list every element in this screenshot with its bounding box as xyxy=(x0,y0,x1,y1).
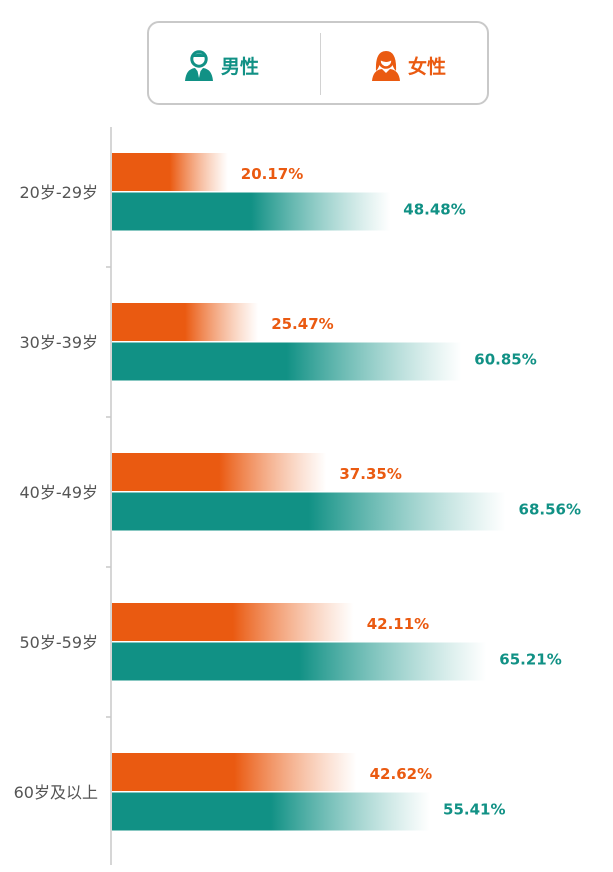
data-label-male: 68.56% xyxy=(519,501,581,519)
data-label-female: 42.62% xyxy=(370,765,432,783)
legend-label-female: 女性 xyxy=(408,55,447,78)
bar-female xyxy=(112,753,357,791)
data-label-male: 48.48% xyxy=(403,201,465,219)
data-label-male: 65.21% xyxy=(499,651,561,669)
bar-male xyxy=(112,342,462,381)
data-label-male: 60.85% xyxy=(474,351,536,369)
bar-male xyxy=(112,492,506,531)
category-label: 60岁及以上 xyxy=(14,783,98,802)
data-label-female: 42.11% xyxy=(367,615,429,633)
bar-female xyxy=(112,303,259,341)
bar-female xyxy=(112,603,354,641)
data-label-female: 20.17% xyxy=(241,165,303,183)
female-user-icon xyxy=(372,51,400,81)
legend-item-male[interactable]: 男性 xyxy=(181,45,259,85)
legend-divider xyxy=(320,33,321,95)
category-label: 50岁-59岁 xyxy=(20,633,99,652)
category-label: 20岁-29岁 xyxy=(20,183,99,202)
category-label: 30岁-39岁 xyxy=(20,333,99,352)
bar-male xyxy=(112,192,391,231)
bar-male xyxy=(112,792,431,831)
data-label-female: 37.35% xyxy=(339,465,401,483)
data-label-male: 55.41% xyxy=(443,801,505,819)
male-user-icon xyxy=(185,50,213,81)
legend-item-female[interactable]: 女性 xyxy=(368,45,446,85)
bar-male xyxy=(112,642,487,681)
category-label: 40岁-49岁 xyxy=(20,483,99,502)
legend-label-male: 男性 xyxy=(221,55,260,78)
legend: 男性 女性 xyxy=(147,21,489,105)
bar-female xyxy=(112,453,327,491)
bar-female xyxy=(112,153,228,191)
data-label-female: 25.47% xyxy=(271,315,333,333)
